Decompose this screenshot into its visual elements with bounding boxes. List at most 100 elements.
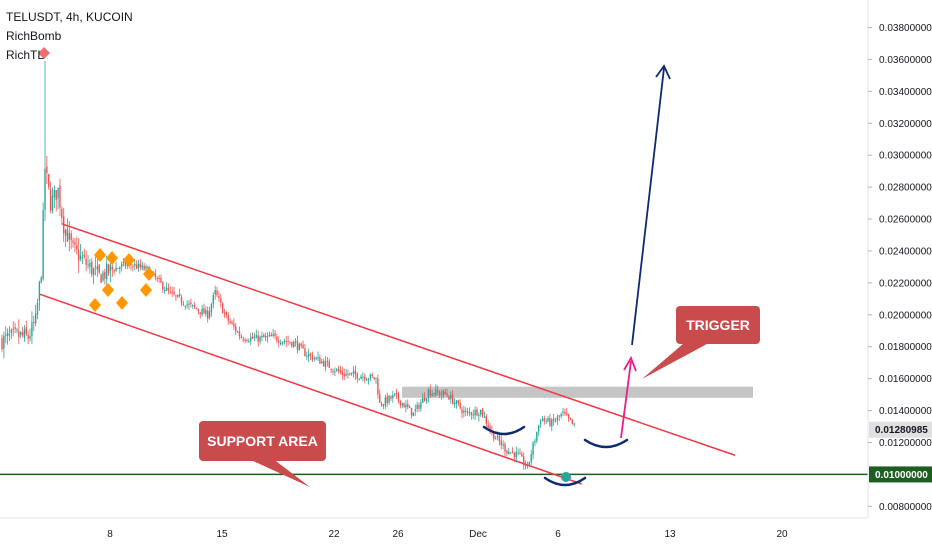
candle-body bbox=[427, 390, 430, 398]
candle-body bbox=[515, 451, 517, 458]
candle-body bbox=[29, 336, 31, 339]
candle-body bbox=[117, 267, 119, 269]
candle-body bbox=[367, 378, 370, 380]
candle-body bbox=[83, 254, 85, 257]
candle-body bbox=[358, 378, 360, 380]
candle-body bbox=[521, 454, 523, 457]
candle-body bbox=[341, 371, 344, 375]
signal-diamond-icon bbox=[102, 283, 114, 297]
candle-body bbox=[306, 355, 308, 357]
candle-body bbox=[566, 413, 568, 415]
support-price-tag: 0.01000000 bbox=[869, 466, 932, 483]
candle-body bbox=[395, 393, 398, 395]
candle-body bbox=[394, 393, 396, 395]
candle-body bbox=[259, 336, 261, 342]
candle-body bbox=[281, 341, 284, 344]
candle-body bbox=[223, 312, 226, 314]
candle-body bbox=[356, 373, 358, 379]
candle-body bbox=[442, 390, 445, 396]
candle-body bbox=[403, 403, 405, 408]
candle-body bbox=[106, 263, 108, 280]
candle-body bbox=[420, 402, 422, 409]
candle-body bbox=[268, 334, 271, 336]
signal-diamond-icon bbox=[123, 253, 135, 267]
candle-body bbox=[195, 307, 198, 310]
time-tick-label: 6 bbox=[555, 529, 561, 540]
candle-body bbox=[137, 263, 140, 268]
trigger-arrow[interactable] bbox=[620, 360, 632, 439]
candle-body bbox=[397, 393, 400, 401]
candle-body bbox=[545, 420, 547, 422]
candle-body bbox=[365, 379, 368, 381]
bottom-arc[interactable] bbox=[583, 438, 629, 449]
signal-diamond-icon bbox=[140, 283, 152, 297]
candle-body bbox=[328, 361, 330, 368]
candle-body bbox=[231, 321, 233, 324]
candle-body bbox=[528, 461, 531, 465]
candle-body bbox=[534, 440, 536, 443]
support-area-callout[interactable]: SUPPORT AREA bbox=[199, 421, 326, 487]
candle-body bbox=[539, 421, 542, 425]
candle-body bbox=[229, 320, 231, 323]
candle-body bbox=[571, 419, 574, 424]
candle-body bbox=[399, 400, 402, 406]
candle-body bbox=[440, 394, 443, 396]
candle-body bbox=[481, 408, 484, 417]
indicator-richtl[interactable]: RichTL bbox=[6, 48, 45, 62]
support-price-tag-bg bbox=[869, 466, 932, 483]
candle-body bbox=[276, 336, 278, 341]
candle-body bbox=[457, 400, 459, 404]
resistance-zone-box[interactable] bbox=[402, 386, 753, 398]
candle-body bbox=[294, 341, 297, 343]
time-tick-label: 13 bbox=[664, 529, 676, 540]
candle-body bbox=[567, 414, 570, 419]
signal-diamond-icon bbox=[106, 251, 118, 265]
channel-upper-line[interactable] bbox=[61, 223, 736, 456]
bottom-arc[interactable] bbox=[482, 425, 526, 436]
candle-body bbox=[562, 411, 564, 413]
candle-body bbox=[425, 398, 428, 402]
candle-body bbox=[321, 361, 323, 363]
candle-body bbox=[412, 412, 415, 417]
candle-body bbox=[461, 409, 463, 414]
candle-body bbox=[343, 373, 345, 377]
candle-body bbox=[362, 376, 364, 378]
candle-body bbox=[263, 334, 265, 338]
candle-body bbox=[139, 263, 142, 268]
candle-body bbox=[476, 409, 478, 416]
candle-body bbox=[210, 303, 213, 312]
candle-body bbox=[248, 340, 250, 342]
candle-body bbox=[6, 332, 9, 337]
candle-body bbox=[124, 262, 127, 267]
trigger-callout[interactable]: TRIGGER bbox=[642, 306, 760, 379]
candle-body bbox=[569, 417, 572, 420]
target-arrow[interactable] bbox=[631, 67, 665, 346]
candle-body bbox=[212, 295, 215, 304]
candle-body bbox=[350, 372, 353, 374]
candle-body bbox=[455, 400, 458, 404]
price-tick-label: 0.02200000 bbox=[879, 278, 932, 289]
candle-body bbox=[423, 397, 426, 401]
time-tick-label: 8 bbox=[107, 529, 113, 540]
candle-body bbox=[298, 343, 301, 351]
candle-body bbox=[61, 208, 63, 218]
candle-body bbox=[8, 334, 11, 336]
candle-body bbox=[250, 337, 252, 341]
candle-body bbox=[169, 291, 171, 293]
candle-body bbox=[119, 267, 121, 269]
candle-body bbox=[85, 258, 87, 265]
signal-diamond-icon bbox=[116, 296, 128, 310]
price-tick-label: 0.02400000 bbox=[879, 246, 932, 257]
candle-body bbox=[190, 302, 192, 305]
candle-body bbox=[113, 270, 115, 272]
candle-body bbox=[379, 394, 381, 403]
channel-lower-line[interactable] bbox=[39, 293, 582, 485]
indicator-richbomb[interactable]: RichBomb bbox=[6, 29, 62, 43]
candle-body bbox=[177, 294, 179, 297]
candle-body bbox=[203, 308, 205, 314]
candle-body bbox=[408, 407, 411, 409]
bottom-arc[interactable] bbox=[543, 476, 587, 487]
signal-diamond-icon bbox=[143, 267, 155, 281]
price-tick-label: 0.03400000 bbox=[879, 87, 932, 98]
